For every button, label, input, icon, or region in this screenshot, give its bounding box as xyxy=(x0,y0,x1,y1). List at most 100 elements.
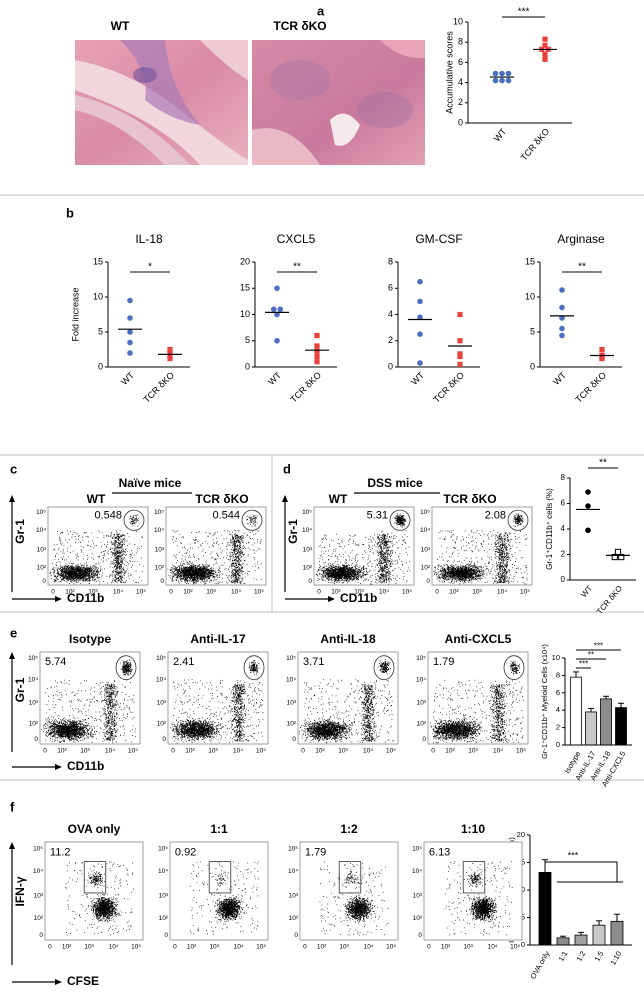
flow-y-tick-label: 10² xyxy=(287,720,297,727)
flow-x-tick-label: 10⁴ xyxy=(493,748,503,755)
flow-y-tick-label: 10³ xyxy=(157,699,167,706)
flow-events xyxy=(444,861,513,936)
data-point xyxy=(611,553,618,561)
flow-y-tick-label: 10⁵ xyxy=(420,509,430,516)
data-point xyxy=(457,311,463,318)
gate xyxy=(462,861,486,894)
flow-y-tick-label: 10³ xyxy=(413,893,423,900)
flow-events xyxy=(433,513,528,585)
gate xyxy=(243,655,265,680)
data-point xyxy=(559,325,565,332)
flow-x-tick-label: 10⁵ xyxy=(402,589,412,596)
flow-y-tick-label: 10⁴ xyxy=(28,676,38,683)
significance-label: *** xyxy=(518,7,530,18)
data-point xyxy=(614,548,622,556)
bar xyxy=(585,711,597,746)
data-point xyxy=(417,298,423,305)
tissue-layer xyxy=(380,40,425,59)
group-title: Anti-IL-17 xyxy=(190,632,246,646)
flow-y-tick-label: 0 xyxy=(34,736,38,743)
data-point xyxy=(127,350,133,356)
bar xyxy=(574,934,588,946)
data-point xyxy=(585,503,591,509)
data-point xyxy=(599,356,605,362)
data-point xyxy=(277,306,284,313)
flow-y-tick-label: 10⁴ xyxy=(416,676,426,683)
flow-y-tick-label: 10³ xyxy=(417,699,427,706)
gate-value: 2.08 xyxy=(485,509,506,521)
data-point xyxy=(618,553,625,561)
data-point xyxy=(314,348,320,354)
flow-y-tick-label: 10² xyxy=(37,565,47,572)
data-point xyxy=(542,56,548,62)
y-tick-label: 10 xyxy=(525,291,535,301)
flow-events xyxy=(167,515,262,585)
y-tick-label: 8 xyxy=(556,670,560,679)
flow-events xyxy=(170,659,264,744)
flow-y-tick-label: 0 xyxy=(294,932,298,939)
flow-y-tick-label: 10⁴ xyxy=(156,676,166,683)
bar xyxy=(592,924,606,946)
group-title: OVA only xyxy=(68,822,121,836)
x-axis-label: CFSE xyxy=(67,974,99,988)
flow-y-tick-label: 10⁴ xyxy=(420,527,430,534)
y-tick-label: 20 xyxy=(240,256,250,266)
flow-x-tick-label: 10³ xyxy=(80,748,90,755)
y-tick-label: 10 xyxy=(552,653,560,662)
flow-x-tick-label: 10⁵ xyxy=(256,748,266,755)
gate xyxy=(208,861,232,894)
group-label: TCR δKO xyxy=(195,492,248,506)
gate-value: 3.71 xyxy=(303,656,324,668)
data-point xyxy=(314,353,320,360)
gate-value: 5.74 xyxy=(45,656,66,668)
flow-x-tick-label: 10⁴ xyxy=(234,944,244,951)
flow-x-tick-label: 10⁴ xyxy=(231,589,241,596)
y-tick-label: 0 xyxy=(98,361,103,371)
y-tick-label: 6 xyxy=(458,57,463,67)
condition-title: DSS mice xyxy=(367,476,423,490)
flow-y-tick-label: 10⁵ xyxy=(33,846,43,853)
gate-value: 6.13 xyxy=(429,847,450,859)
flow-x-tick-label: 10³ xyxy=(339,944,349,951)
flow-y-tick-label: 10⁵ xyxy=(416,655,426,662)
y-tick-label: 5 xyxy=(530,326,535,336)
data-point xyxy=(167,346,173,353)
flow-y-tick-label: 10⁵ xyxy=(154,509,164,516)
data-point xyxy=(505,77,512,84)
y-axis-label: Gr-1 xyxy=(286,519,300,544)
group-title: Anti-IL-18 xyxy=(320,632,376,646)
bar xyxy=(538,872,552,946)
y-tick-label: 2 xyxy=(556,723,560,732)
flow-y-tick-label: 10³ xyxy=(155,547,165,554)
y-tick-label: 0 xyxy=(521,940,525,949)
y-axis-label: Gr-1⁺CD11b⁺ cells (%) xyxy=(545,488,554,570)
flow-x-tick-label: 0 xyxy=(435,589,439,596)
flow-x-tick-label: 0 xyxy=(51,589,55,596)
panel-label: b xyxy=(66,205,74,220)
gate-value: 2.41 xyxy=(173,656,194,668)
flow-y-tick-label: 0 xyxy=(292,736,296,743)
chart-title: GM-CSF xyxy=(415,232,462,246)
flow-frame xyxy=(169,841,269,941)
flow-y-tick-label: 10⁴ xyxy=(158,868,168,875)
flow-x-tick-label: 10² xyxy=(445,748,455,755)
y-tick-label: 2 xyxy=(561,550,566,559)
data-point xyxy=(457,338,463,344)
data-point xyxy=(599,346,605,353)
flow-x-tick-label: 10³ xyxy=(88,589,98,596)
chart-title: Arginase xyxy=(557,232,605,246)
flow-x-tick-label: 10² xyxy=(317,944,327,951)
significance-label: ** xyxy=(578,262,586,273)
flow-events xyxy=(299,658,394,744)
flow-x-tick-label: 10² xyxy=(187,944,197,951)
significance-label: *** xyxy=(594,642,603,651)
y-tick-label: 6 xyxy=(556,688,560,697)
y-tick-label: 0 xyxy=(561,575,566,584)
bar xyxy=(556,937,570,946)
y-tick-label: 4 xyxy=(561,524,566,533)
flow-x-tick-label: 10³ xyxy=(338,748,348,755)
tissue-spot xyxy=(133,67,157,83)
arrow-head xyxy=(55,979,62,985)
flow-x-tick-label: 10⁴ xyxy=(379,589,389,596)
panel-labels: a b c d e f xyxy=(10,3,325,814)
